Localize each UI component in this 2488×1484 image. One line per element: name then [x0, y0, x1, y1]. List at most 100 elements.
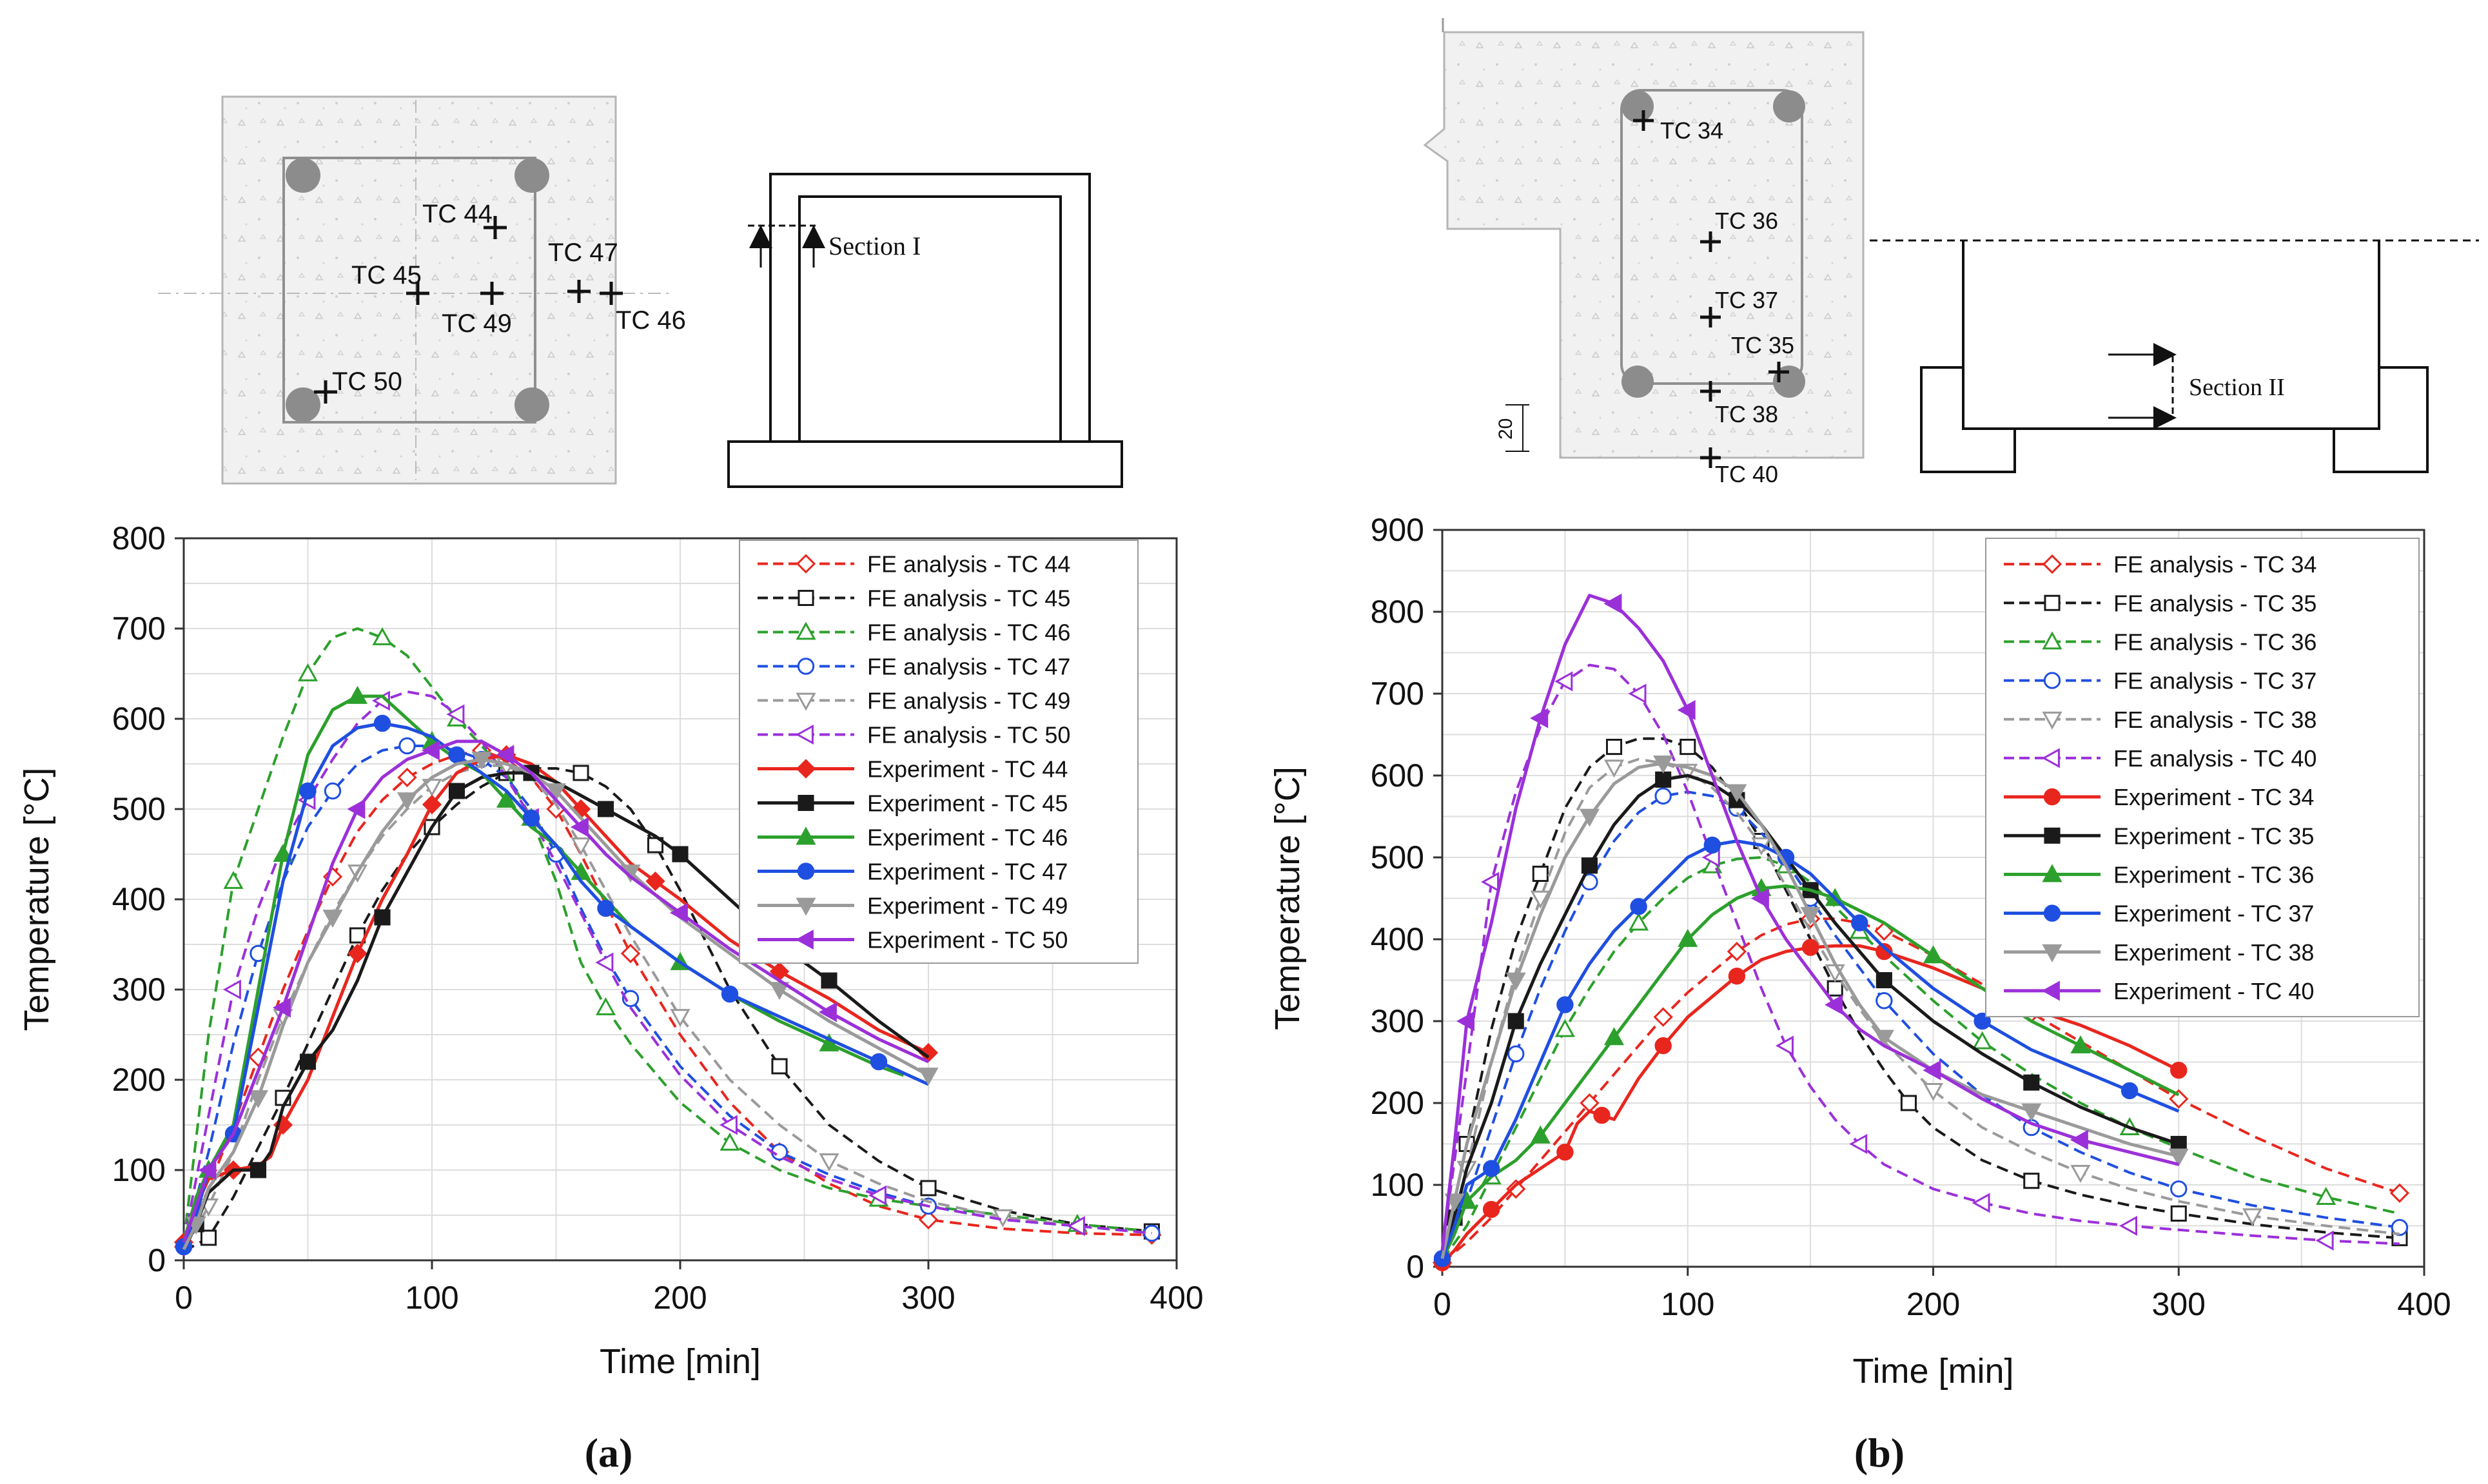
legend-label: Experiment - TC 36 — [2113, 861, 2314, 888]
tc-47-label: TC 47 — [548, 239, 618, 267]
data-point — [223, 870, 244, 889]
data-point — [273, 843, 293, 862]
data-point — [1581, 857, 1598, 874]
series-line — [1441, 917, 2400, 1264]
data-point — [1727, 941, 1747, 962]
data-point — [868, 1185, 886, 1206]
data-point — [1556, 996, 1574, 1013]
data-point — [2242, 1208, 2263, 1227]
dimension-20-label: 20 — [1495, 418, 1516, 440]
series-line — [182, 627, 1152, 1243]
rebar-bottom-right — [514, 387, 549, 422]
cross-section-diagram-b: TC 34 TC 36 TC 37 TC 35 TC 38 TC 40 20 S… — [1423, 18, 2479, 487]
legend-label: FE analysis - TC 47 — [867, 654, 1070, 680]
chart-a-x-axis-label: Time [min] — [600, 1342, 761, 1381]
data-point — [1974, 1012, 1991, 1030]
data-point — [1593, 1106, 1611, 1124]
data-point — [1603, 759, 1625, 778]
data-point — [2070, 1129, 2088, 1150]
data-point — [322, 910, 343, 928]
legend-marker — [2043, 788, 2061, 806]
rebar-top-right-b — [1773, 90, 1805, 122]
y-tick-label: 600 — [1371, 757, 1424, 794]
legend-label: Experiment - TC 49 — [867, 893, 1068, 919]
tc-40-marker — [1700, 447, 1721, 468]
tc-36-label: TC 36 — [1715, 208, 1778, 234]
data-point — [299, 782, 317, 800]
tc-35-marker — [1768, 362, 1789, 382]
data-point — [721, 985, 739, 1003]
series-line — [1440, 761, 2179, 1259]
chart-b-x-axis-label: Time [min] — [1852, 1352, 2013, 1391]
legend-marker — [797, 863, 815, 880]
y-tick-label: 400 — [112, 881, 166, 917]
chart-a: 0 100 200 300 400 0 100 200 300 400 500 600 700 800 T… — [17, 520, 1204, 1381]
data-point — [1972, 1193, 1990, 1213]
legend-label: FE analysis - TC 44 — [867, 551, 1070, 578]
tc-38-label: TC 38 — [1715, 401, 1778, 427]
y-tick-label: 800 — [1371, 594, 1424, 630]
data-point — [1849, 1133, 1868, 1155]
data-point — [819, 1153, 839, 1172]
data-point — [2316, 1186, 2336, 1205]
legend-marker — [796, 826, 816, 845]
legend-label: Experiment - TC 45 — [867, 790, 1068, 817]
legend-label: FE analysis - TC 40 — [2113, 745, 2317, 772]
tc-34-marker — [1633, 110, 1654, 131]
data-point — [2023, 1173, 2040, 1189]
data-point — [1629, 912, 1649, 931]
rebar-bottom-left-b — [1621, 366, 1654, 398]
legend-marker — [2041, 981, 2060, 1001]
tc-46-marker — [600, 282, 623, 305]
data-point — [1655, 771, 1672, 788]
data-point — [446, 704, 465, 725]
y-tick-label: 800 — [112, 520, 166, 556]
tc-49-label: TC 49 — [442, 309, 512, 338]
series-group — [1433, 836, 2180, 1267]
data-point — [448, 783, 465, 799]
data-point — [1876, 992, 1893, 1010]
data-point — [1530, 708, 1549, 728]
data-point — [1530, 890, 1551, 909]
series-line — [1441, 737, 2400, 1259]
chart-a-legend: FE analysis - TC 44 FE analysis - TC 45 FE… — [739, 540, 1139, 964]
data-point — [1851, 914, 1868, 932]
data-point — [1654, 1037, 1672, 1055]
series-line — [182, 771, 930, 1253]
legend-marker — [796, 621, 816, 640]
legend-marker — [2043, 672, 2061, 689]
series-line — [1441, 944, 2180, 1264]
data-point — [1923, 945, 1944, 964]
data-point — [2170, 1180, 2188, 1198]
data-point — [1654, 787, 1672, 805]
data-point — [645, 871, 665, 892]
data-point — [1800, 907, 1821, 925]
data-point — [1923, 1083, 1944, 1102]
series-line — [1441, 663, 2400, 1251]
tc-50-marker — [314, 380, 337, 404]
y-tick-label: 700 — [1371, 676, 1424, 712]
x-tick-label: 200 — [653, 1280, 707, 1316]
legend-box — [739, 540, 1139, 964]
data-point — [769, 982, 790, 1001]
legend-box — [1985, 538, 2420, 1017]
data-point — [222, 979, 241, 1000]
chart-b-ticks: 0 100 200 300 400 0 100 200 300 400 500 600 700 800 90… — [1371, 512, 2451, 1322]
data-point — [297, 663, 318, 681]
series-group — [1440, 593, 2179, 1251]
data-point — [1677, 699, 1696, 720]
chart-b-legend: FE analysis - TC 34 FE analysis - TC 35 FE… — [1985, 538, 2420, 1017]
x-tick-label: 400 — [2397, 1286, 2451, 1322]
tc-45-marker — [406, 282, 429, 305]
data-point — [1456, 1011, 1474, 1031]
data-point — [373, 714, 391, 732]
x-tick-label: 0 — [1433, 1286, 1451, 1322]
data-point — [1825, 995, 1843, 1015]
data-point — [421, 740, 440, 761]
tc-49-marker — [480, 282, 504, 305]
data-point — [1532, 865, 1549, 882]
legend-marker — [795, 724, 814, 745]
legend-marker — [795, 929, 814, 950]
series-line — [1440, 594, 2179, 1251]
